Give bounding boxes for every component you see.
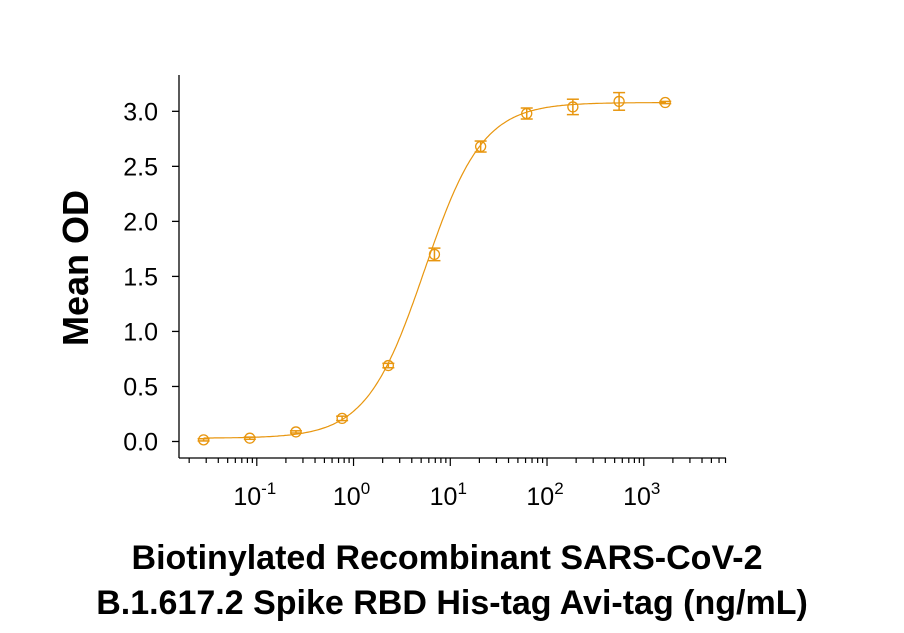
point-marker [244, 432, 256, 444]
x-tick-exponent: 0 [361, 479, 370, 498]
point-marker [567, 101, 579, 113]
point-marker [428, 248, 441, 261]
data-point [659, 96, 672, 109]
y-axis-title: Mean OD [55, 190, 96, 346]
y-tick-label: 3.0 [123, 98, 158, 126]
x-axis-title-line-2: B.1.617.2 Spike RBD His-tag Avi-tag (ng/… [96, 584, 808, 622]
x-tick-base: 10 [430, 483, 458, 511]
y-tick-label: 0.5 [123, 373, 158, 401]
y-tick-label: 1.0 [123, 318, 158, 346]
x-axis-title-line-1: Biotinylated Recombinant SARS-CoV-2 [132, 539, 763, 577]
data-point [243, 432, 256, 444]
point-marker [290, 426, 302, 438]
x-tick-label: 100 [333, 479, 370, 511]
x-tick-exponent: 1 [457, 479, 466, 498]
data-point [382, 359, 395, 372]
y-tick-label: 2.0 [123, 208, 158, 236]
data-points-layer [197, 91, 672, 446]
y-tick-label: 1.5 [123, 263, 158, 291]
x-tick-label: 101 [430, 479, 467, 511]
x-tick-base: 10 [333, 483, 361, 511]
point-marker [474, 140, 487, 153]
point-marker [197, 434, 210, 446]
x-tick-base: 10 [623, 483, 651, 511]
x-tick-base: 10 [526, 483, 554, 511]
data-point [336, 412, 349, 425]
data-point [197, 434, 210, 446]
data-point [289, 426, 302, 438]
x-tick-label: 102 [526, 479, 563, 511]
fit-curve [203, 101, 666, 439]
data-point [520, 107, 533, 120]
y-tick-label: 0.0 [123, 428, 158, 456]
x-tick-label: 103 [623, 479, 660, 511]
x-tick-exponent: 2 [554, 479, 563, 498]
data-point [474, 140, 487, 153]
data-point [428, 247, 441, 262]
point-marker [382, 359, 394, 372]
fit-curve-layer [203, 101, 666, 439]
x-tick-base: 10 [233, 483, 261, 511]
point-marker [659, 96, 671, 109]
point-marker [336, 412, 348, 425]
data-point [613, 91, 626, 111]
axes: 0.00.51.01.52.02.53.010-1 100 101 102 103 [123, 75, 727, 511]
x-tick-exponent: -1 [261, 479, 276, 498]
x-tick-exponent: 3 [651, 479, 660, 498]
y-tick-label: 2.5 [123, 153, 158, 181]
data-point [566, 98, 579, 116]
point-marker [613, 95, 625, 108]
point-marker [521, 107, 533, 120]
x-tick-label: 10-1 [233, 479, 276, 511]
